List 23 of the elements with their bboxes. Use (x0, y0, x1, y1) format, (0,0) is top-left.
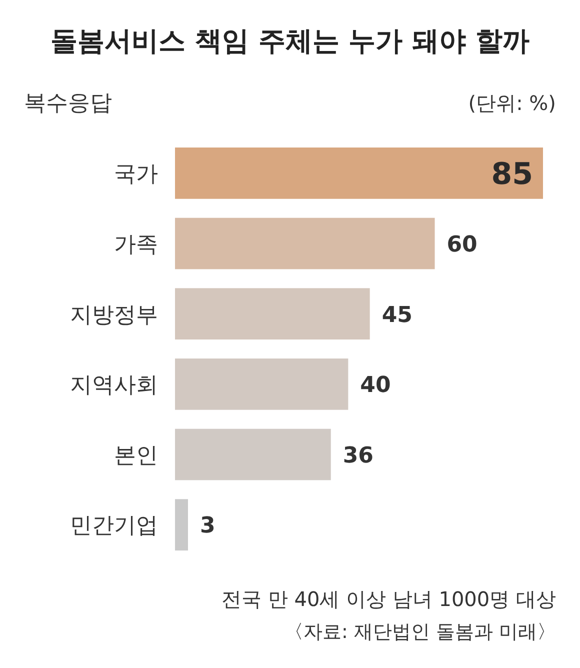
y-tick-label: 민간기업 (70, 514, 158, 539)
y-tick-label: 지역사회 (70, 373, 158, 398)
bar (175, 218, 435, 270)
data-label: 36 (342, 443, 374, 468)
data-label: 40 (360, 373, 391, 398)
bar (175, 358, 348, 410)
text: 전국 만 40세 이상 남녀 1000명 대상 (222, 587, 556, 611)
bar (175, 148, 543, 199)
data-label: 60 (446, 232, 478, 258)
chart-title: 돌봄서비스 책임 주체는 누가 돼야 할까 (50, 26, 530, 57)
chart-subtitle: 복수응답 (24, 91, 112, 116)
data-label: 45 (382, 302, 412, 328)
text: 〈자료: 재단법인 돌봄과 미래〉 (284, 621, 556, 643)
y-tick-label: 가족 (114, 232, 158, 258)
data-label: 3 (200, 514, 216, 539)
y-tick-label: 국가 (114, 162, 158, 188)
data-label: 85 (491, 156, 533, 192)
bar (175, 428, 331, 480)
y-tick-label: 본인 (114, 443, 158, 468)
bar (175, 288, 370, 340)
y-tick-label: 지방정부 (70, 302, 158, 328)
bar (175, 499, 188, 550)
text: (단위: %) (468, 91, 556, 115)
